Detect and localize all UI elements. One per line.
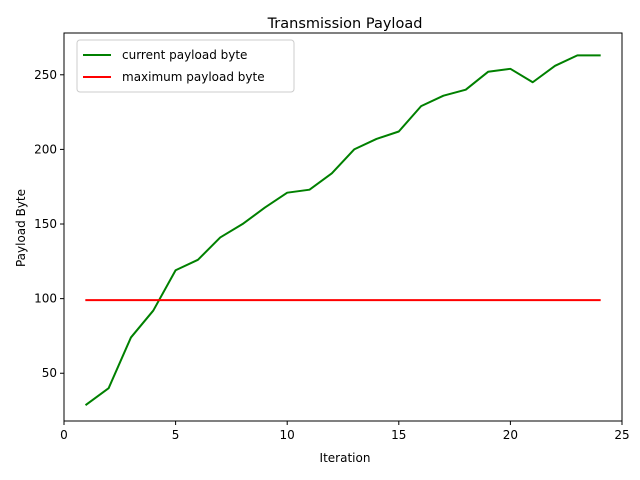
plot-area-frame: [63, 32, 623, 422]
data-point: [353, 148, 355, 150]
data-point: [465, 89, 467, 91]
data-point: [554, 65, 556, 67]
x-tick-label: 15: [391, 428, 406, 442]
data-point: [398, 130, 400, 132]
data-point: [85, 404, 87, 406]
y-tick-label: 250: [34, 68, 57, 82]
legend-box: [76, 39, 295, 93]
data-point: [219, 236, 221, 238]
x-tick-label: 25: [614, 428, 629, 442]
data-point: [264, 299, 266, 301]
chart-title: Transmission Payload: [267, 16, 423, 32]
x-axis-label: Iteration: [320, 451, 371, 465]
data-point: [242, 223, 244, 225]
data-point: [599, 299, 601, 301]
data-point: [398, 299, 400, 301]
data-point: [442, 95, 444, 97]
y-tick-label: 150: [34, 217, 57, 231]
data-point: [554, 299, 556, 301]
legend-label: current payload byte: [122, 48, 247, 62]
data-point: [420, 105, 422, 107]
data-point: [509, 299, 511, 301]
data-point: [175, 269, 177, 271]
x-tick-label: 0: [60, 428, 68, 442]
data-point: [442, 299, 444, 301]
data-point: [353, 299, 355, 301]
data-point: [175, 299, 177, 301]
legend: current payload byte maximum payload byte: [76, 39, 295, 93]
y-axis-ticks: 50 100 150 200 250: [34, 68, 64, 380]
data-point: [130, 299, 132, 301]
data-point: [532, 81, 534, 83]
data-point: [130, 336, 132, 338]
data-point: [85, 299, 87, 301]
data-point: [197, 299, 199, 301]
data-point: [309, 299, 311, 301]
data-point: [532, 299, 534, 301]
data-point: [152, 299, 154, 301]
data-point: [286, 299, 288, 301]
data-point: [487, 299, 489, 301]
data-point: [599, 54, 601, 56]
data-point: [242, 299, 244, 301]
y-tick-label: 50: [42, 366, 57, 380]
data-point: [375, 299, 377, 301]
data-point: [108, 387, 110, 389]
x-tick-label: 5: [172, 428, 180, 442]
data-point: [487, 71, 489, 73]
data-point: [576, 299, 578, 301]
data-point: [420, 299, 422, 301]
data-point: [331, 299, 333, 301]
data-point: [264, 207, 266, 209]
data-point: [108, 299, 110, 301]
data-point: [576, 54, 578, 56]
y-axis-label: Payload Byte: [14, 189, 28, 267]
series-layer: [84, 54, 601, 406]
data-point: [331, 172, 333, 174]
x-axis-ticks: 0 5 10 15 20 25: [60, 421, 630, 442]
data-point: [286, 192, 288, 194]
x-tick-label: 20: [503, 428, 518, 442]
x-tick-label: 10: [280, 428, 295, 442]
data-point: [509, 68, 511, 70]
series-line-1: [84, 54, 601, 406]
data-point: [375, 138, 377, 140]
data-point: [152, 310, 154, 312]
y-tick-label: 100: [34, 292, 57, 306]
data-point: [219, 299, 221, 301]
data-point: [465, 299, 467, 301]
y-tick-label: 200: [34, 142, 57, 156]
data-point: [309, 189, 311, 191]
legend-label: maximum payload byte: [122, 70, 265, 84]
data-point: [197, 259, 199, 261]
